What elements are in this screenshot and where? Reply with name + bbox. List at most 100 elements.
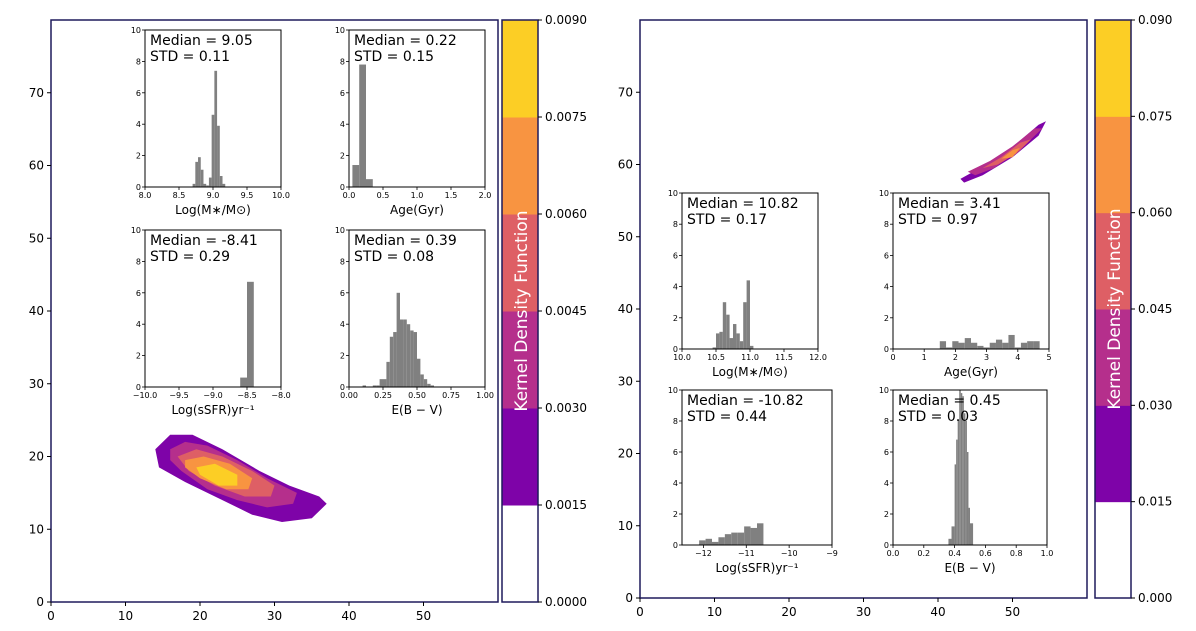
right-y-tick-label: 60 [618, 158, 633, 172]
histogram-bar [744, 526, 751, 545]
right-main-panel: 0 10 20 30 40 500102030405060700.0000.0150.03… [618, 13, 1173, 619]
histogram-bar [719, 331, 723, 349]
right-y-tick-label: 40 [618, 302, 633, 316]
left-x-tick-label: 0 [47, 609, 55, 623]
histogram-x-tick-label: 2.0 [479, 191, 492, 200]
left-y-tick-label: 0 [36, 595, 44, 609]
histogram-bar [240, 377, 247, 387]
histogram-x-tick-label: −10.0 [133, 391, 158, 400]
histogram-background [348, 29, 486, 188]
histogram-bar [956, 439, 958, 545]
histogram-bar [211, 114, 215, 187]
left-x-tick-label: 40 [341, 609, 356, 623]
histogram-x-tick-label: −11 [738, 549, 755, 558]
histogram-bar [995, 339, 1003, 349]
histogram-bar [757, 523, 764, 545]
histogram-x-axis-label: E(B − V) [944, 561, 995, 575]
left-colorbar-band-5 [502, 20, 538, 118]
histogram-bar [192, 183, 196, 187]
histogram-bar [372, 385, 377, 387]
histogram-bar [726, 314, 730, 349]
histogram-y-tick-label: 2 [136, 152, 141, 161]
histogram-x-tick-label: 5 [1046, 353, 1051, 362]
histogram-bar [729, 338, 733, 349]
histogram-bar [1002, 342, 1009, 349]
histogram-bar [970, 523, 974, 545]
histogram-std-label: STD = 0.03 [898, 409, 978, 425]
histogram-y-tick-label: 2 [884, 510, 889, 519]
histogram-x-tick-label: 2 [953, 353, 958, 362]
histogram-std-label: STD = 0.17 [687, 212, 767, 228]
histogram-inset: 0.00 0.25 0.50 0.75 1.00 0 2 4 6 8 10 Median = 0.39… [335, 226, 494, 417]
histogram-y-tick-label: 0 [136, 183, 141, 192]
histogram-x-tick-label: 0.5 [377, 191, 390, 200]
histogram-bar [750, 345, 754, 349]
histogram-y-tick-label: 6 [884, 251, 889, 260]
histogram-bar [420, 374, 424, 387]
histogram-background [144, 229, 282, 388]
histogram-bar [971, 342, 978, 349]
right-colorbar-label: Kernel Density Function [1105, 208, 1125, 409]
histogram-bar [977, 345, 984, 349]
histogram-x-tick-label: 3 [984, 353, 989, 362]
left-kde-level-5 [196, 463, 238, 486]
histogram-x-tick-label: 4 [1015, 353, 1020, 362]
histogram-std-label: STD = 0.15 [354, 49, 434, 65]
left-x-tick-label: 50 [416, 609, 431, 623]
histogram-y-tick-label: 10 [668, 189, 678, 198]
left-x-tick-label: 10 [118, 609, 133, 623]
histogram-y-tick-label: 4 [340, 120, 345, 129]
right-x-tick-label: 50 [1005, 605, 1020, 619]
left-y-tick-label: 20 [29, 450, 44, 464]
histogram-bar [939, 341, 947, 349]
histogram-y-tick-label: 0 [884, 345, 889, 354]
histogram-y-tick-label: 4 [884, 479, 889, 488]
histogram-x-tick-label: 9.5 [241, 191, 254, 200]
right-colorbar-band-5 [1095, 20, 1131, 117]
histogram-y-tick-label: 8 [673, 220, 678, 229]
histogram-y-tick-label: 2 [673, 314, 678, 323]
histogram-bar [968, 507, 970, 545]
histogram-bar [219, 176, 223, 187]
left-y-tick-label: 10 [29, 522, 44, 536]
histogram-y-tick-label: 4 [884, 283, 889, 292]
histogram-bar [400, 319, 404, 387]
histogram-y-tick-label: 10 [879, 189, 889, 198]
histogram-std-label: STD = 0.29 [150, 249, 230, 265]
histogram-x-tick-label: 0.25 [374, 391, 392, 400]
histogram-bar [958, 342, 965, 349]
histogram-x-tick-label: 0.00 [340, 391, 358, 400]
histogram-y-tick-label: 6 [136, 89, 141, 98]
histogram-y-tick-label: 10 [131, 226, 141, 235]
histogram-inset: −10.0 −9.5 −9.0 −8.5 −8.0 0 2 4 6 8 10 Median = -8.… [131, 226, 291, 417]
histogram-bar [366, 179, 373, 187]
histogram-bar [1014, 347, 1021, 349]
histogram-median-label: Median = -8.41 [150, 233, 258, 249]
histogram-y-tick-label: 8 [884, 220, 889, 229]
left-colorbar-tick-label: 0.0090 [545, 13, 587, 27]
histogram-y-tick-label: 6 [673, 251, 678, 260]
histogram-x-tick-label: −8.5 [237, 391, 256, 400]
histogram-y-tick-label: 4 [136, 320, 141, 329]
left-y-tick-label: 30 [29, 377, 44, 391]
histogram-background [892, 192, 1050, 350]
histogram-bar [964, 338, 971, 349]
right-y-tick-label: 20 [618, 447, 633, 461]
left-colorbar-band-4 [502, 117, 538, 215]
histogram-bar [406, 324, 411, 387]
histogram-y-tick-label: 10 [335, 226, 345, 235]
histogram-bar [736, 333, 740, 349]
histogram-bar [430, 385, 434, 387]
histogram-median-label: Median = 10.82 [687, 196, 799, 212]
histogram-bar [393, 332, 397, 387]
histogram-y-tick-label: 10 [668, 386, 678, 395]
histogram-y-tick-label: 4 [673, 283, 678, 292]
right-x-tick-label: 30 [856, 605, 871, 619]
left-colorbar-tick-label: 0.0075 [545, 110, 587, 124]
histogram-bar [699, 540, 706, 545]
histogram-bar [359, 64, 366, 187]
left-colorbar-label: Kernel Density Function [512, 210, 532, 411]
right-y-tick-label: 10 [618, 519, 633, 533]
right-colorbar: 0.000 0.015 0.030 0.045 0.060 0.075 0.090 Kerne… [1094, 13, 1172, 605]
